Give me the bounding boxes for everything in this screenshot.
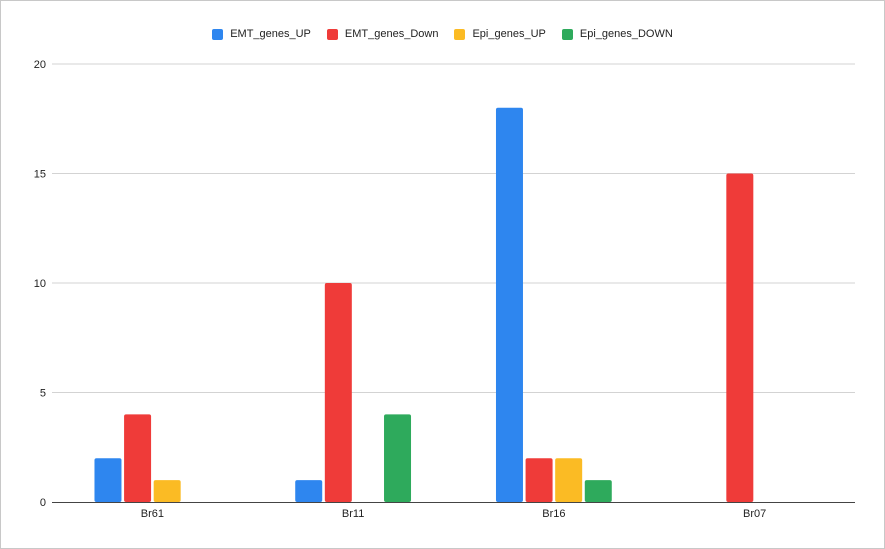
x-tick-label: Br16 <box>542 508 565 520</box>
legend-item: Epi_genes_DOWN <box>561 28 673 40</box>
legend-label: EMT_genes_UP <box>230 28 311 40</box>
legend-label: EMT_genes_Down <box>344 28 439 40</box>
y-tick-label: 10 <box>34 278 46 290</box>
bar <box>525 458 553 502</box>
legend-label: Epi_genes_DOWN <box>579 28 673 40</box>
legend-swatch <box>561 28 573 40</box>
x-tick-label: Br61 <box>141 508 164 520</box>
bar <box>153 480 181 502</box>
y-tick-label: 15 <box>34 169 46 181</box>
y-tick-label: 5 <box>40 388 46 400</box>
bar <box>495 107 523 503</box>
y-tick-label: 0 <box>40 497 46 509</box>
legend-item: Epi_genes_UP <box>454 28 546 40</box>
legend-swatch <box>454 28 466 40</box>
bar <box>295 480 323 502</box>
bar <box>555 458 583 502</box>
x-tick-label: Br07 <box>743 508 766 520</box>
bar <box>726 173 754 502</box>
bar <box>584 480 612 502</box>
bar <box>384 414 412 502</box>
x-tick-label: Br11 <box>342 508 364 520</box>
legend-label: Epi_genes_UP <box>472 28 546 40</box>
y-tick-label: 20 <box>34 59 46 71</box>
legend-item: EMT_genes_Down <box>326 28 439 40</box>
chart-legend: EMT_genes_UP EMT_genes_Down Epi_genes_UP Ep… <box>0 28 885 40</box>
legend-item: EMT_genes_UP <box>212 28 311 40</box>
legend-swatch <box>326 28 338 40</box>
bar <box>124 414 152 502</box>
legend-swatch <box>212 28 224 40</box>
bar <box>94 458 122 502</box>
bar <box>324 283 352 502</box>
